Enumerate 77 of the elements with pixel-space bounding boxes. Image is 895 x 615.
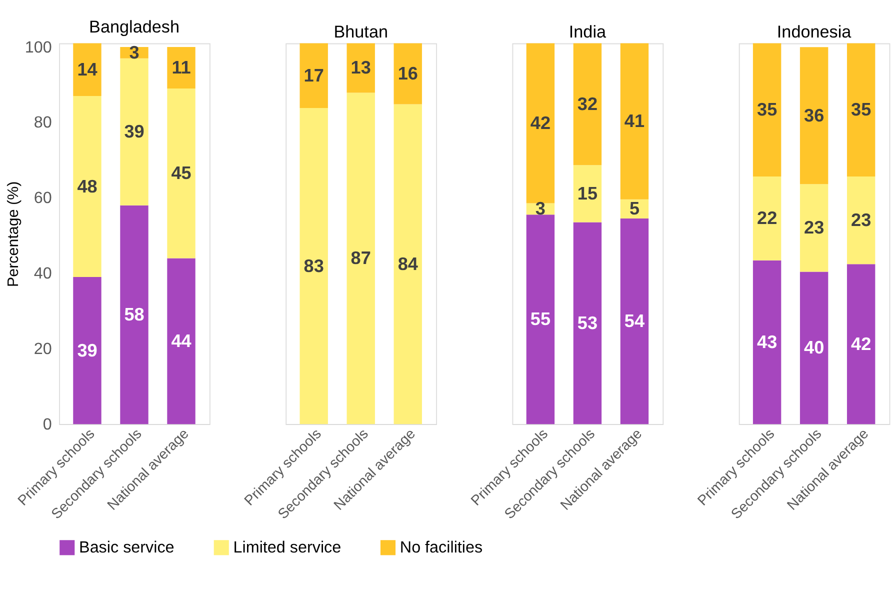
bar (120, 58, 148, 206)
bar (752, 43, 782, 177)
y-tick-label: 60 (34, 189, 52, 208)
bar (526, 43, 555, 204)
data-label: 84 (398, 254, 418, 274)
data-label: 55 (530, 309, 551, 330)
y-tick-label: 40 (34, 264, 52, 283)
chart-title: Bangladesh (89, 16, 180, 37)
y-tick-label: 100 (24, 38, 52, 56)
bar (167, 258, 196, 424)
bar (752, 176, 782, 260)
bar (73, 43, 102, 96)
data-label: 16 (398, 63, 418, 84)
bar (167, 88, 196, 258)
bar (394, 104, 422, 424)
data-label: 42 (530, 112, 551, 133)
data-label: 39 (77, 340, 98, 360)
data-label: 35 (851, 100, 872, 120)
bar (120, 205, 148, 424)
bar (620, 43, 649, 200)
bar (300, 108, 328, 424)
bar (800, 184, 828, 272)
bar (573, 43, 602, 166)
data-label: 87 (350, 248, 371, 268)
bar (573, 165, 602, 222)
data-label: 13 (350, 58, 371, 78)
bar (846, 43, 876, 177)
data-label: 23 (804, 218, 824, 238)
data-label: 44 (171, 330, 192, 351)
data-label: 32 (577, 94, 598, 114)
bar (846, 176, 876, 264)
bar (300, 43, 328, 108)
y-tick-label: 80 (34, 114, 52, 132)
data-label: 3 (129, 42, 140, 62)
data-label: 17 (304, 65, 324, 86)
legend-label: No facilities (400, 538, 483, 556)
bar (73, 96, 102, 278)
data-label: 54 (624, 310, 645, 331)
data-label: 41 (624, 111, 645, 132)
data-label: 40 (804, 338, 824, 358)
bar (846, 264, 876, 424)
data-label: 36 (804, 105, 824, 126)
data-label: 43 (757, 332, 778, 352)
bar (394, 43, 422, 104)
legend-label: Limited service (233, 538, 342, 556)
bar (346, 43, 375, 93)
data-label: 53 (577, 312, 598, 333)
data-label: 83 (304, 256, 324, 276)
legend-label: Basic service (79, 538, 174, 556)
bar (800, 272, 828, 424)
data-label: 3 (535, 198, 546, 219)
chart-title: India (568, 22, 607, 42)
y-axis-title: Percentage (%) (5, 181, 22, 288)
bar (800, 47, 828, 184)
data-label: 48 (77, 176, 98, 196)
bar (573, 222, 602, 424)
data-label: 42 (851, 334, 872, 354)
data-label: 11 (172, 57, 191, 78)
data-label: 5 (629, 198, 640, 219)
bar (73, 277, 102, 424)
data-label: 35 (757, 100, 778, 120)
data-label: 14 (77, 59, 98, 80)
bar (346, 92, 375, 424)
data-label: 58 (124, 304, 144, 324)
chart-title: Bhutan (334, 22, 388, 42)
data-label: 23 (851, 210, 872, 230)
bar (752, 260, 782, 424)
bar (620, 218, 649, 424)
chart-title: Indonesia (776, 22, 852, 42)
bar (167, 47, 196, 89)
y-tick-label: 20 (34, 340, 52, 358)
y-tick-label: 0 (42, 415, 52, 434)
data-label: 22 (757, 208, 778, 228)
data-label: 45 (171, 163, 192, 184)
bar (526, 214, 555, 424)
data-label: 15 (577, 183, 598, 204)
data-label: 39 (124, 122, 144, 142)
